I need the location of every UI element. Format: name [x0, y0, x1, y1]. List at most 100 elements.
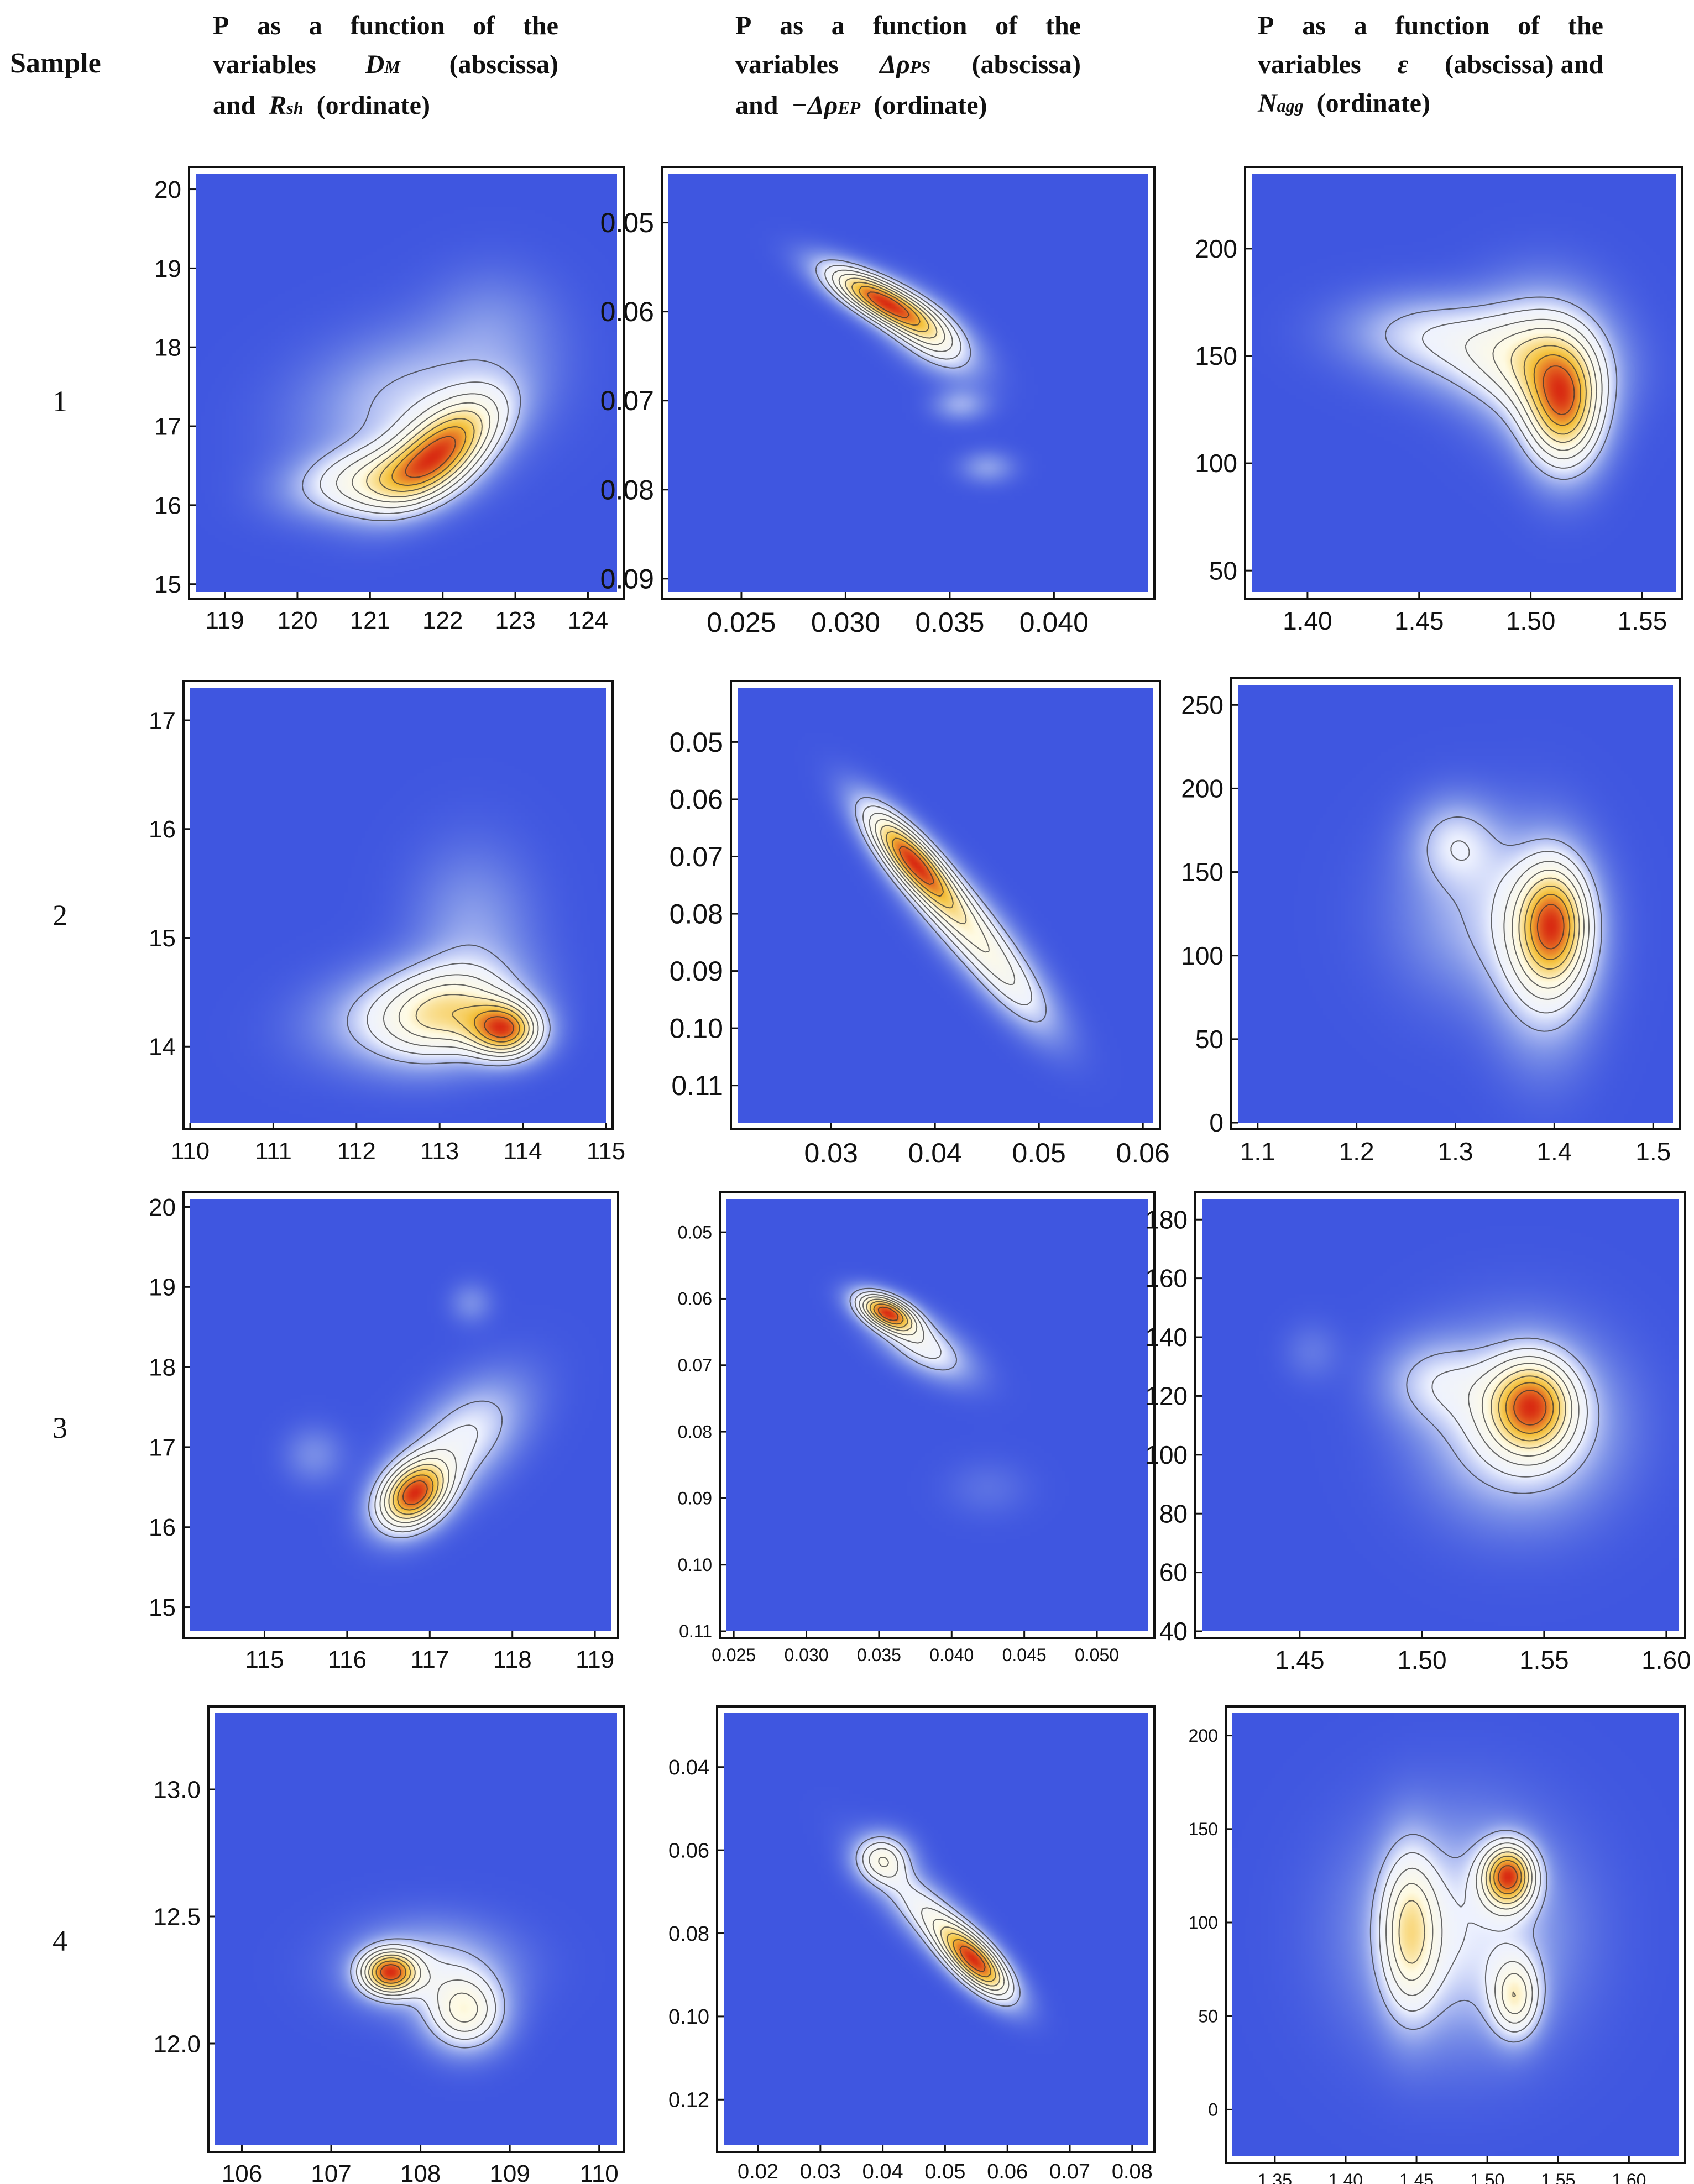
contour-line [1379, 1837, 1541, 2033]
contour-line [869, 1301, 908, 1328]
y-tick-label: 16 [154, 492, 181, 519]
x-tick-label: 0.035 [857, 1645, 901, 1665]
density-plot-3-1: 115 116 117 118 119 15 16 17 18 19 20 [149, 1191, 619, 1673]
header-word: P [735, 11, 752, 40]
contour-line [380, 1964, 401, 1981]
x-tick-label: 108 [400, 2160, 441, 2184]
y-tick-label: 0.07 [600, 385, 654, 416]
density-heatmap [668, 174, 1148, 592]
density-plot-3-3: 1.45 1.50 1.55 1.60 40 60 80 100 120 140 160 180 [1145, 1191, 1691, 1674]
y-tick-label: 18 [154, 334, 181, 362]
y-tick-label: 19 [154, 255, 181, 282]
x-tick-label: 111 [255, 1138, 292, 1165]
density-plot-3-2: 0.025 0.030 0.035 0.040 0.045 0.050 0.05 0.06 0.… [678, 1191, 1156, 1665]
contour-line [1406, 1337, 1600, 1494]
contour-line [383, 974, 539, 1057]
y-tick-label: 17 [149, 707, 176, 734]
x-tick-label: 0.030 [784, 1645, 828, 1665]
contour-line [372, 1957, 411, 1987]
col3-header-line3: Nagg (ordinate) [1258, 88, 1430, 118]
contour-line [858, 286, 921, 326]
contour-line [1426, 816, 1602, 1032]
contour-line [1450, 840, 1596, 1014]
x-tick-label: 1.60 [1612, 2170, 1646, 2184]
x-tick-label: 1.4 [1536, 1137, 1572, 1166]
contour-line [838, 274, 945, 345]
y-tick-label: 0.08 [668, 1923, 709, 1946]
x-tick-label: 123 [495, 607, 535, 634]
header-word: as [1302, 11, 1326, 40]
density-heatmap [196, 174, 617, 592]
contour-line [1510, 336, 1592, 443]
contour-line [379, 418, 475, 492]
y-tick-label: 0.06 [670, 784, 723, 815]
header-word: P [1258, 11, 1274, 40]
y-tick-label: 180 [1145, 1205, 1188, 1234]
contour-line [1498, 1865, 1518, 1889]
header-word: function [872, 11, 968, 40]
y-tick-label: 19 [149, 1274, 176, 1301]
contour-line [452, 1004, 525, 1046]
x-tick-label: 124 [568, 607, 608, 634]
density-plot-2-3: 1.1 1.2 1.3 1.4 1.5 0 50 100 150 200 250 [1181, 677, 1681, 1166]
x-tick-label: 0.06 [987, 2160, 1028, 2183]
x-tick-label: 1.55 [1519, 1646, 1569, 1674]
contour-line [320, 381, 509, 514]
contour-line [873, 1303, 904, 1325]
contour-line [1491, 1369, 1566, 1449]
y-tick-label: 0.11 [671, 1070, 723, 1101]
contour-line [1530, 894, 1571, 960]
contour-line [1465, 318, 1603, 460]
contour-line [1431, 1348, 1588, 1478]
x-tick-label: 121 [350, 607, 390, 634]
x-tick-label: 0.025 [712, 1645, 756, 1665]
contour-line [869, 813, 1016, 986]
contour-line [815, 259, 971, 369]
y-tick-label: 0.07 [678, 1355, 712, 1375]
contour-line [391, 426, 467, 486]
plot-border [716, 1705, 1156, 2153]
x-tick-label: 0.03 [804, 1138, 858, 1169]
density-heatmap [1252, 174, 1676, 592]
contour-line [375, 1960, 406, 1984]
density-plot-2-1: 110 111 112 113 114 115 14 15 16 17 [149, 680, 625, 1165]
density-plot-2-2: 0.03 0.04 0.05 0.06 0.05 0.06 0.07 0.08 0.09 0.10… [670, 680, 1170, 1169]
contour-line [824, 265, 961, 360]
row-label-4: 4 [53, 1924, 67, 1957]
contour-line [368, 1400, 503, 1538]
contour-line [859, 1293, 924, 1344]
density-heatmap [190, 1199, 611, 1631]
header-word: P [213, 11, 229, 40]
y-tick-label: 0.06 [668, 1839, 709, 1862]
y-tick-label: 0.09 [670, 956, 723, 987]
x-tick-label: 0.02 [738, 2160, 778, 2183]
contour-line [1512, 870, 1585, 989]
x-tick-label: 1.35 [1258, 2170, 1292, 2184]
contour-line [374, 1424, 478, 1533]
x-tick-label: 0.07 [1049, 2160, 1090, 2183]
x-tick-label: 122 [422, 607, 463, 634]
x-tick-label: 115 [245, 1646, 284, 1673]
contour-line [405, 436, 456, 478]
col3-header-line2: variables ε (abscissa) and [1258, 50, 1603, 79]
contour-line [1523, 345, 1587, 435]
y-tick-label: 17 [149, 1434, 176, 1461]
col1-header-line2: variables DM (abscissa) [213, 50, 558, 79]
plot-border [719, 1191, 1156, 1639]
contour-line [940, 1926, 1001, 1987]
y-tick-label: 17 [154, 413, 181, 440]
contour-line [886, 831, 954, 909]
x-tick-label: 117 [410, 1646, 449, 1673]
header-word: a [1353, 11, 1367, 40]
contour-line [832, 269, 953, 352]
x-tick-label: 1.40 [1283, 606, 1332, 635]
x-tick-label: 0.08 [1112, 2160, 1153, 2183]
x-tick-label: 0.050 [1075, 1645, 1119, 1665]
y-tick-label: 100 [1145, 1441, 1188, 1469]
header-word: a [831, 11, 845, 40]
contour-line [1398, 1851, 1529, 1997]
